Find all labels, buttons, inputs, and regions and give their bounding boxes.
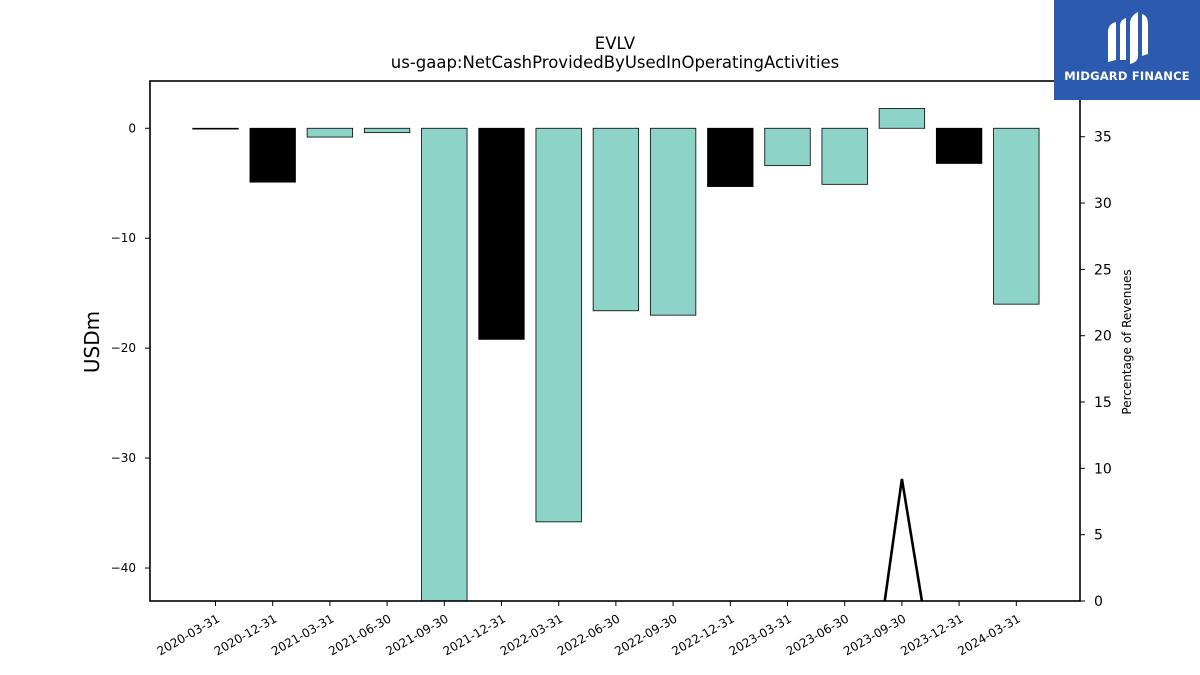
logo-text: MIDGARD FINANCE (1064, 69, 1190, 83)
y2-tick-label: 10 (1094, 461, 1112, 477)
bar-2020-12-31 (249, 127, 296, 183)
bar-2023-12-31 (935, 127, 983, 164)
bar-2021-09-30 (421, 127, 468, 602)
x-tick-label: 2021-06-30 (326, 611, 393, 658)
chart-title: EVLV (595, 34, 636, 53)
bar-2022-12-31 (707, 127, 754, 187)
y-tick-label: −10 (111, 231, 136, 245)
x-tick-label: 2022-12-31 (669, 611, 736, 658)
y-tick-label: −20 (111, 341, 136, 355)
y2-tick-label: 5 (1094, 528, 1103, 544)
y2-axis-label: Percentage of Revenues (1120, 269, 1134, 414)
y2-tick-label: 35 (1094, 130, 1112, 146)
y-tick-label: 0 (128, 121, 136, 135)
plot-frame (149, 80, 1081, 602)
y2-tick-label: 30 (1094, 196, 1112, 212)
y-tick-label: −40 (111, 561, 136, 575)
bar-2023-03-31 (764, 127, 811, 167)
midgard-logo-icon (1108, 12, 1148, 64)
x-tick-label: 2022-06-30 (555, 611, 622, 658)
x-tick-label: 2020-12-31 (212, 611, 279, 658)
bar-2023-09-30 (878, 108, 926, 129)
y2-tick-label: 25 (1094, 262, 1112, 278)
bar-2024-03-31 (993, 127, 1040, 305)
bar-2021-06-30 (363, 127, 411, 134)
y-tick-label: −30 (111, 451, 136, 465)
x-tick-label: 2021-12-31 (441, 611, 508, 658)
bar-2022-06-30 (592, 127, 640, 312)
y2-tick-label: 20 (1094, 329, 1112, 345)
y2-tick-label: 15 (1094, 395, 1112, 411)
x-tick-label: 2023-12-31 (898, 611, 965, 658)
y2-tick-label: 0 (1094, 594, 1103, 610)
x-tick-label: 2023-06-30 (784, 611, 851, 658)
bar-2021-12-31 (478, 127, 525, 340)
bar-2023-06-30 (821, 127, 868, 185)
chart-subtitle: us-gaap:NetCashProvidedByUsedInOperating… (391, 53, 839, 72)
x-tick-label: 2022-03-31 (498, 611, 565, 658)
bar-2022-03-31 (535, 127, 582, 523)
x-tick-label: 2020-03-31 (155, 611, 222, 658)
bar-2020-03-31 (192, 127, 239, 130)
x-tick-label: 2023-03-31 (727, 611, 794, 658)
bar-2022-09-30 (649, 127, 697, 316)
x-tick-label: 2021-03-31 (269, 611, 336, 658)
y-axis-label: USDm (80, 311, 104, 373)
x-tick-label: 2024-03-31 (955, 611, 1022, 658)
midgard-finance-logo: MIDGARD FINANCE (1054, 0, 1200, 100)
x-tick-label: 2023-09-30 (841, 611, 908, 658)
percentage-line (883, 478, 924, 602)
bars-group (192, 108, 1040, 602)
x-tick-label: 2021-09-30 (383, 611, 450, 658)
percentage-line-group (883, 478, 924, 602)
x-tick-label: 2022-09-30 (612, 611, 679, 658)
bar-2021-03-31 (306, 127, 354, 138)
